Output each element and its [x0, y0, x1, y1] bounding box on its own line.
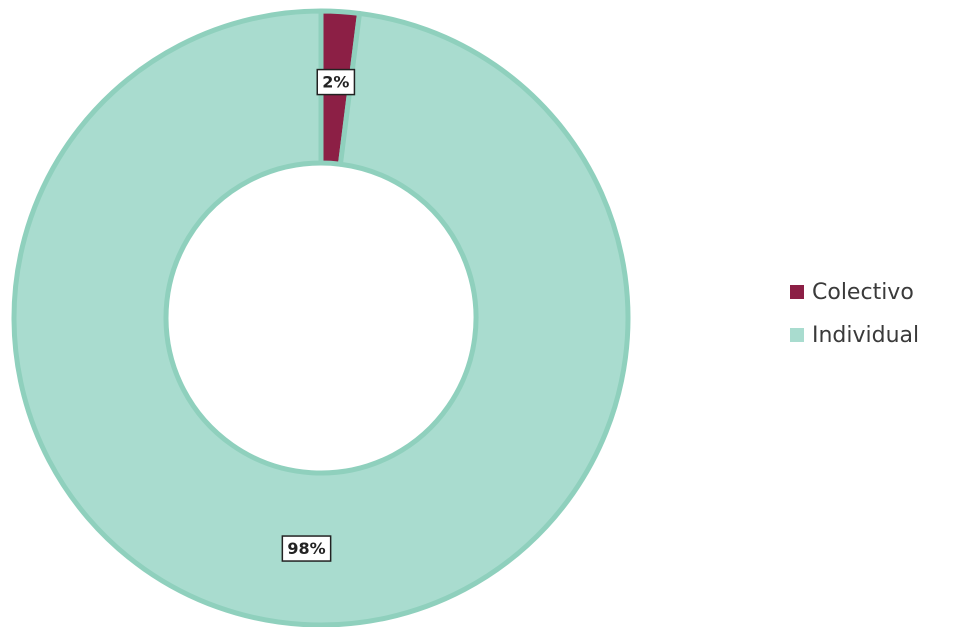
legend-item-individual[interactable]: Individual: [790, 322, 920, 348]
legend-label-colectivo: Colectivo: [812, 279, 914, 305]
data-label-text-individual: 98%: [287, 539, 325, 558]
slice-individual[interactable]: [11, 8, 631, 627]
data-labels-group: 2% 98%: [281, 68, 356, 562]
data-label-box-individual: [281, 535, 332, 562]
legend-swatch-colectivo: [790, 285, 804, 299]
legend-swatch-individual: [790, 328, 804, 342]
slices-group: [11, 8, 631, 627]
data-label-individual: 98%: [281, 535, 332, 562]
legend-label-individual: Individual: [812, 322, 920, 348]
legend: Colectivo Individual: [790, 280, 919, 366]
data-label-text-colectivo: 2%: [322, 73, 349, 92]
data-label-colectivo: 2%: [316, 68, 356, 96]
data-label-box-colectivo: [316, 68, 356, 96]
legend-item-colectivo[interactable]: Colectivo: [790, 279, 919, 305]
